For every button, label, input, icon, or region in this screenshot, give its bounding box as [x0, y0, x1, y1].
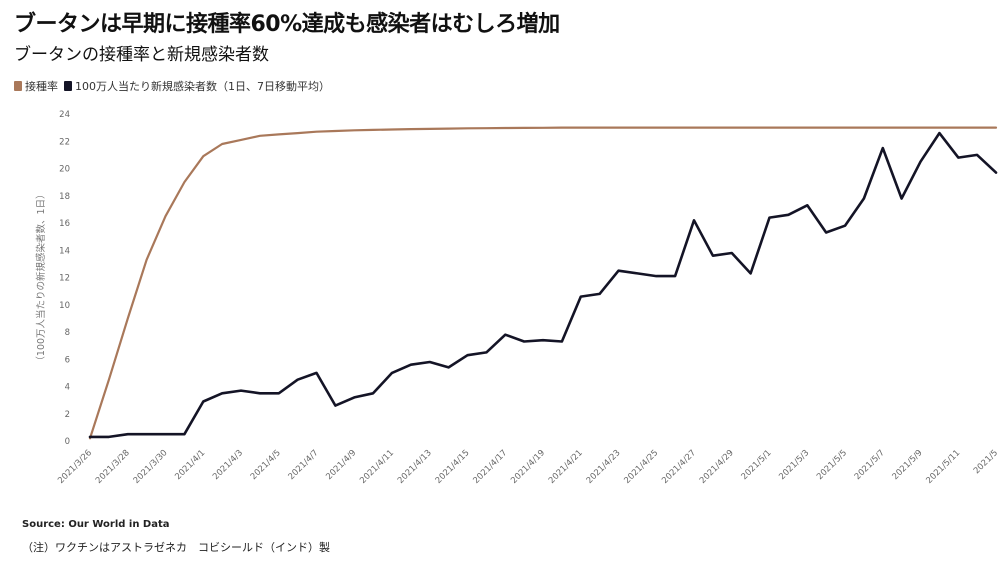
legend-label-cases: 100万人当たり新規感染者数（1日、7日移動平均）: [75, 80, 330, 93]
series-layer: [88, 126, 998, 440]
x-tick-label: 2021/5/3: [777, 448, 811, 482]
x-tick-label: 2021/5: [972, 448, 1000, 476]
y-axis-label: （100万人当たりの新規感染者数、1日）: [35, 189, 47, 365]
y-tick-label: 18: [59, 192, 70, 202]
y-tick-label: 2: [65, 410, 70, 420]
x-tick-label: 2021/4/29: [698, 448, 736, 486]
x-tick-label: 2021/4/11: [358, 448, 396, 486]
x-tick-label: 2021/4/21: [547, 448, 585, 486]
x-tick-label: 2021/4/27: [660, 448, 698, 486]
x-tick-label: 2021/4/19: [509, 448, 547, 486]
x-tick-label: 2021/5/11: [924, 448, 962, 486]
x-tick-label: 2021/4/17: [471, 448, 509, 486]
y-tick-label: 12: [59, 274, 70, 284]
footnote: （注）ワクチンはアストラゼネカ コビシールド（インド）製: [22, 541, 330, 554]
x-axis: 2021/3/26 2021/3/28 2021/3/30 2021/4/1 2021/…: [56, 448, 1000, 486]
x-tick-label: 2021/4/1: [173, 448, 207, 482]
x-tick-label: 2021/4/23: [585, 448, 623, 486]
new-cases-line: [88, 131, 998, 439]
y-tick-label: 16: [59, 219, 70, 229]
y-tick-label: 24: [59, 110, 70, 120]
x-tick-label: 2021/4/9: [324, 448, 358, 482]
y-tick-label: 6: [65, 355, 70, 365]
x-tick-label: 2021/5/9: [891, 448, 925, 482]
source-note: Source: Our World in Data: [22, 519, 170, 530]
y-tick-label: 4: [65, 383, 70, 393]
x-tick-label: 2021/4/13: [396, 448, 434, 486]
y-tick-label: 8: [65, 328, 70, 338]
y-tick-label: 22: [59, 137, 70, 147]
x-tick-label: 2021/4/7: [287, 448, 321, 482]
y-tick-label: 20: [59, 165, 70, 175]
x-tick-label: 2021/5/7: [853, 448, 887, 482]
x-tick-label: 2021/4/5: [249, 448, 283, 482]
x-tick-label: 2021/5/1: [740, 448, 774, 482]
legend: 接種率 100万人当たり新規感染者数（1日、7日移動平均）: [14, 78, 330, 94]
legend-swatch-cases: [64, 81, 72, 91]
x-tick-label: 2021/3/26: [56, 448, 94, 486]
x-tick-label: 2021/3/30: [132, 448, 170, 486]
legend-label-vaccination: 接種率: [25, 80, 58, 93]
chart-title: ブータンは早期に接種率60%達成も感染者はむしろ増加: [14, 12, 560, 37]
y-tick-label: 10: [59, 301, 70, 311]
vaccination-rate-line: [88, 126, 998, 440]
y-tick-label: 14: [59, 246, 70, 256]
x-tick-label: 2021/3/28: [94, 448, 132, 486]
legend-item-vaccination: 接種率: [14, 78, 58, 94]
x-tick-label: 2021/5/5: [815, 448, 849, 482]
x-tick-label: 2021/4/15: [434, 448, 472, 486]
x-tick-label: 2021/4/3: [211, 448, 245, 482]
chart-subtitle: ブータンの接種率と新規感染者数: [14, 45, 269, 65]
y-tick-label: 0: [65, 437, 70, 447]
x-tick-label: 2021/4/25: [622, 448, 660, 486]
legend-swatch-vaccination: [14, 81, 22, 91]
legend-item-cases: 100万人当たり新規感染者数（1日、7日移動平均）: [64, 78, 330, 94]
